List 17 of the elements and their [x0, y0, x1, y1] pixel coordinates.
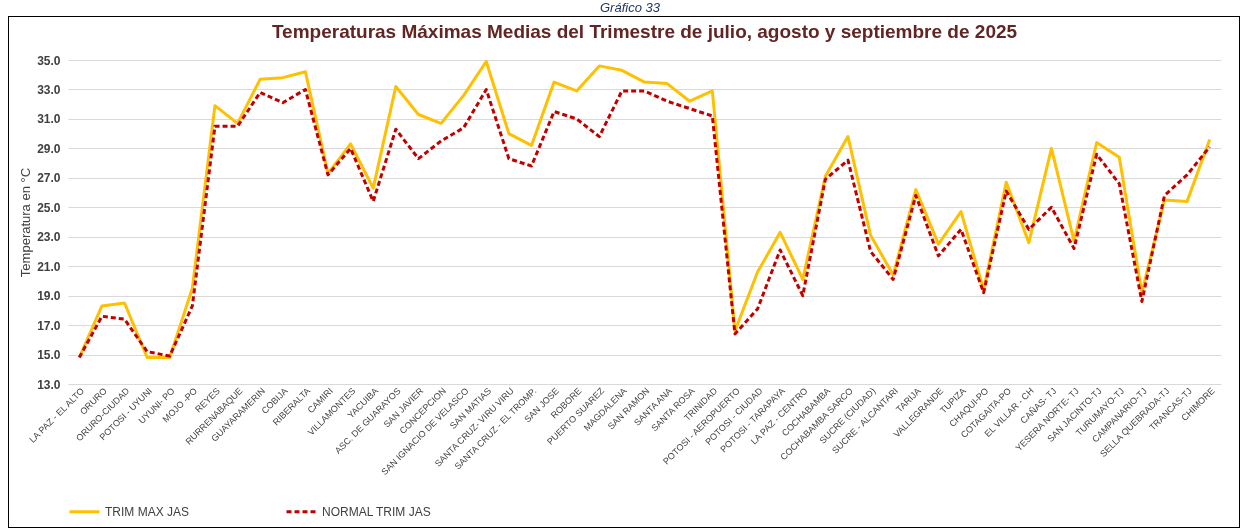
- y-tick-label: 13.0: [37, 377, 61, 392]
- y-tick-label: 15.0: [37, 348, 61, 363]
- y-tick-label: 17.0: [37, 318, 61, 333]
- chart-title: Temperaturas Máximas Medias del Trimestre de julio, agosto y septiembre de 2025: [271, 21, 1018, 42]
- y-tick-label: 29.0: [37, 141, 61, 156]
- legend-label: NORMAL TRIM JAS: [322, 504, 431, 519]
- text: Gráfico 33: [600, 0, 660, 15]
- y-tick-label: 21.0: [37, 259, 61, 274]
- y-tick-label: 19.0: [37, 289, 61, 304]
- y-tick-label: 27.0: [37, 171, 61, 186]
- y-tick-label: 23.0: [37, 230, 61, 245]
- y-tick-label: 31.0: [37, 112, 61, 127]
- y-tick-label: 35.0: [37, 53, 61, 68]
- y-axis-title: Temperatura en °C: [18, 167, 34, 278]
- legend-label: TRIM MAX JAS: [105, 504, 190, 519]
- y-tick-label: 25.0: [37, 200, 61, 215]
- y-tick-label: 33.0: [37, 82, 61, 97]
